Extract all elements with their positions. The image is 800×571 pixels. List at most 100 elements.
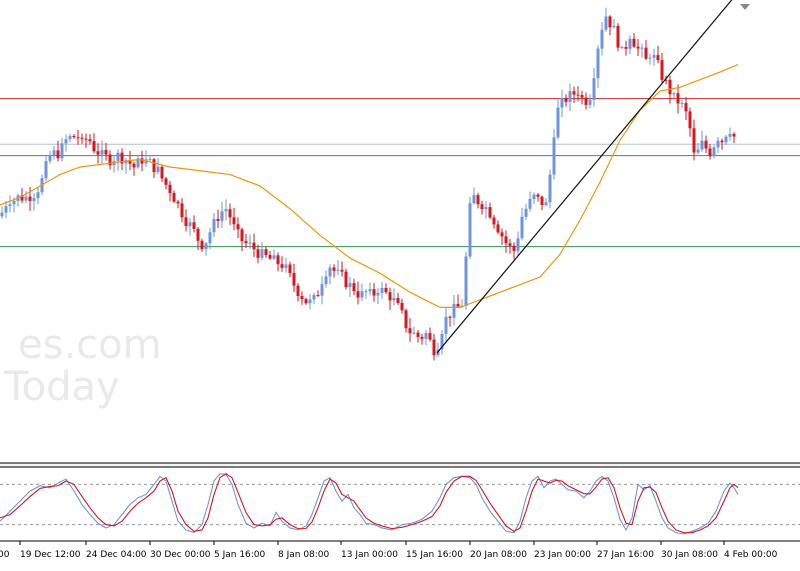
candle[interactable] bbox=[224, 199, 228, 221]
candle[interactable] bbox=[88, 134, 92, 145]
candle[interactable] bbox=[728, 127, 732, 141]
candle[interactable] bbox=[592, 68, 596, 107]
candle[interactable] bbox=[636, 39, 640, 57]
candle[interactable] bbox=[404, 308, 408, 333]
candle[interactable] bbox=[300, 291, 304, 305]
candle[interactable] bbox=[368, 282, 372, 296]
candle[interactable] bbox=[660, 52, 664, 84]
candle[interactable] bbox=[704, 135, 708, 153]
candle[interactable] bbox=[84, 133, 88, 148]
moving-average-line[interactable] bbox=[0, 63, 739, 309]
candle[interactable] bbox=[164, 176, 168, 190]
candle[interactable] bbox=[96, 143, 100, 164]
candle[interactable] bbox=[500, 228, 504, 245]
candle[interactable] bbox=[108, 150, 112, 170]
candle[interactable] bbox=[596, 45, 600, 88]
candle[interactable] bbox=[520, 207, 524, 241]
candle[interactable] bbox=[176, 199, 180, 209]
candle[interactable] bbox=[304, 297, 308, 305]
candle[interactable] bbox=[92, 133, 96, 154]
candle[interactable] bbox=[672, 92, 676, 99]
candle[interactable] bbox=[480, 200, 484, 215]
candle[interactable] bbox=[332, 264, 336, 278]
candle[interactable] bbox=[428, 327, 432, 342]
candle[interactable] bbox=[8, 195, 12, 213]
stochastic-d-line[interactable] bbox=[0, 473, 739, 534]
candle[interactable] bbox=[256, 244, 260, 264]
candle[interactable] bbox=[272, 249, 276, 261]
candle[interactable] bbox=[680, 100, 684, 108]
candle[interactable] bbox=[492, 215, 496, 229]
candle[interactable] bbox=[464, 251, 468, 310]
candle[interactable] bbox=[408, 318, 412, 342]
candle[interactable] bbox=[440, 329, 444, 355]
candle[interactable] bbox=[252, 233, 256, 257]
candle[interactable] bbox=[616, 23, 620, 52]
candle[interactable] bbox=[232, 207, 236, 231]
candle[interactable] bbox=[424, 330, 428, 346]
candle[interactable] bbox=[132, 161, 136, 176]
candle[interactable] bbox=[416, 330, 420, 343]
candle[interactable] bbox=[152, 157, 156, 179]
candle[interactable] bbox=[312, 292, 316, 305]
candle[interactable] bbox=[444, 306, 448, 344]
candle[interactable] bbox=[48, 150, 52, 164]
candle[interactable] bbox=[120, 148, 124, 170]
candle[interactable] bbox=[448, 315, 452, 327]
candle[interactable] bbox=[188, 218, 192, 236]
candle[interactable] bbox=[144, 150, 148, 167]
candle[interactable] bbox=[696, 142, 700, 155]
candle[interactable] bbox=[372, 282, 376, 302]
candle[interactable] bbox=[0, 206, 4, 219]
candle[interactable] bbox=[208, 227, 212, 250]
candle[interactable] bbox=[452, 295, 456, 326]
candle[interactable] bbox=[400, 298, 404, 314]
candle[interactable] bbox=[684, 96, 688, 120]
candle[interactable] bbox=[732, 132, 736, 144]
candle[interactable] bbox=[340, 261, 344, 277]
candle[interactable] bbox=[356, 281, 360, 305]
candle[interactable] bbox=[456, 294, 460, 308]
candle[interactable] bbox=[104, 142, 108, 161]
candle[interactable] bbox=[308, 294, 312, 310]
candle[interactable] bbox=[260, 242, 264, 261]
candle[interactable] bbox=[488, 202, 492, 220]
candle[interactable] bbox=[508, 238, 512, 254]
candle[interactable] bbox=[388, 287, 392, 310]
candle[interactable] bbox=[64, 134, 68, 152]
candle[interactable] bbox=[580, 90, 584, 105]
candle[interactable] bbox=[60, 137, 64, 162]
candle[interactable] bbox=[280, 256, 284, 272]
candle[interactable] bbox=[412, 326, 416, 335]
candle[interactable] bbox=[648, 53, 652, 65]
candle[interactable] bbox=[420, 333, 424, 345]
candle[interactable] bbox=[364, 288, 368, 299]
candle[interactable] bbox=[468, 196, 472, 259]
candle[interactable] bbox=[156, 157, 160, 175]
candle[interactable] bbox=[544, 198, 548, 207]
candle[interactable] bbox=[136, 154, 140, 169]
candle[interactable] bbox=[348, 276, 352, 298]
candle[interactable] bbox=[432, 334, 436, 361]
candle[interactable] bbox=[236, 217, 240, 239]
candle[interactable] bbox=[620, 45, 624, 49]
candle[interactable] bbox=[288, 261, 292, 278]
candle[interactable] bbox=[228, 203, 232, 225]
candle[interactable] bbox=[220, 201, 224, 229]
candle[interactable] bbox=[244, 234, 248, 248]
candle[interactable] bbox=[100, 140, 104, 164]
candle[interactable] bbox=[600, 22, 604, 56]
candle[interactable] bbox=[552, 129, 556, 180]
candle[interactable] bbox=[564, 94, 568, 107]
candle[interactable] bbox=[724, 134, 728, 145]
candle[interactable] bbox=[632, 33, 636, 49]
candle[interactable] bbox=[392, 288, 396, 306]
candle[interactable] bbox=[276, 252, 280, 272]
candle[interactable] bbox=[4, 200, 8, 219]
candle[interactable] bbox=[80, 133, 84, 144]
candle[interactable] bbox=[524, 203, 528, 220]
candle[interactable] bbox=[44, 155, 48, 182]
stochastic-k-line[interactable] bbox=[0, 473, 739, 535]
candle[interactable] bbox=[56, 140, 60, 162]
candle[interactable] bbox=[664, 75, 668, 85]
